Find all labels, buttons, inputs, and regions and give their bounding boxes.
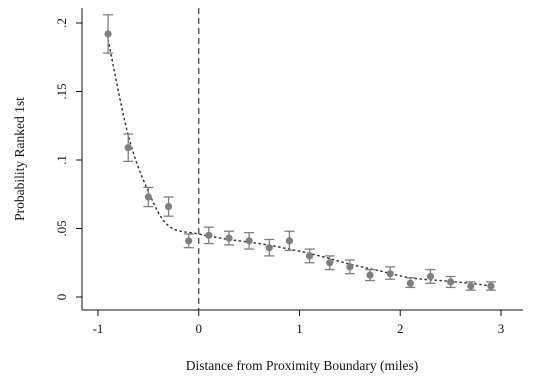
- data-point: [406, 279, 414, 287]
- plot-area: -1 0 1 2 3 0 .05 .1 .15 .2: [54, 8, 523, 336]
- x-tick-label: 2: [397, 321, 404, 336]
- x-tick-label: 0: [196, 321, 203, 336]
- data-point: [426, 272, 435, 281]
- fitted-line-layer: [107, 39, 492, 287]
- y-tick-label: .2: [54, 18, 69, 28]
- x-axis-label: Distance from Proximity Boundary (miles): [186, 358, 418, 373]
- x-ticks: -1 0 1 2 3: [93, 310, 505, 336]
- data-point: [225, 234, 233, 242]
- y-tick-label: 0: [54, 294, 69, 301]
- data-point: [185, 237, 193, 245]
- data-point: [124, 144, 132, 152]
- y-tick-label: .05: [54, 220, 69, 236]
- y-tick-label: .1: [54, 155, 69, 165]
- y-ticks: 0 .05 .1 .15 .2: [54, 18, 82, 300]
- data-point: [366, 271, 374, 279]
- data-point: [467, 282, 475, 290]
- data-point: [164, 202, 173, 211]
- x-tick-label: 3: [498, 321, 505, 336]
- data-point: [104, 30, 112, 38]
- data-point: [305, 252, 314, 260]
- data-point: [144, 193, 152, 201]
- data-point: [205, 231, 213, 239]
- y-tick-label: .15: [54, 83, 69, 99]
- data-point: [386, 270, 394, 278]
- data-point: [265, 244, 273, 252]
- error-bars: [103, 14, 496, 291]
- fitted-line: [107, 39, 492, 287]
- x-tick-label: -1: [93, 321, 104, 336]
- data-point: [447, 278, 455, 286]
- data-point: [346, 263, 354, 271]
- data-point: [487, 282, 495, 290]
- data-point: [285, 237, 294, 245]
- x-tick-label: 1: [296, 321, 303, 336]
- data-point: [326, 259, 334, 267]
- data-points: [104, 30, 495, 290]
- y-axis-label: Probability Ranked 1st: [12, 97, 27, 221]
- data-point: [245, 237, 253, 245]
